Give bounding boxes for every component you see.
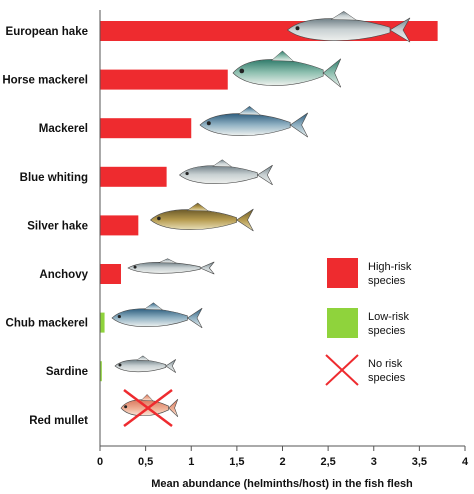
x-tick-label-3: 1,5: [229, 456, 244, 468]
silver-hake-fish-icon: [150, 202, 254, 232]
legend-entry-none: No risk species: [325, 354, 406, 386]
category-label-anchovy: Anchovy: [39, 269, 88, 281]
legend-entry-low: Low-risk species: [327, 308, 409, 338]
bar-blue-whiting: [100, 166, 167, 187]
x-tick-label-5: 2,5: [320, 456, 335, 468]
legend-label-none-line2: species: [368, 372, 406, 384]
category-label-mackerel: Mackerel: [39, 123, 88, 135]
legend-label-high-line1: High-risk: [368, 261, 412, 273]
x-tick-label-6: 3: [371, 456, 377, 468]
category-labels: European hake Horse mackerel Mackerel Blue …: [2, 26, 88, 427]
chub-mackerel-fish-icon: [111, 302, 203, 329]
sardine-fish-icon: [114, 355, 177, 373]
bar-horse-mackerel: [100, 69, 228, 90]
bar-mackerel: [100, 118, 192, 139]
category-label-blue-whiting: Blue whiting: [20, 172, 88, 184]
x-tick-label-2: 1: [188, 456, 194, 468]
bar-sardine: [100, 361, 102, 382]
category-label-red-mullet: Red mullet: [29, 415, 88, 427]
x-tick-label-7: 3,5: [412, 456, 427, 468]
x-tick-label-8: 4: [462, 456, 469, 468]
category-label-european-hake: European hake: [6, 26, 88, 38]
x-axis-title: Mean abundance (helminths/host) in the f…: [151, 478, 413, 490]
anchovy-fish-icon: [127, 258, 215, 275]
legend: High-risk species Low-risk species No risk sp…: [325, 258, 412, 386]
legend-label-none-line1: No risk: [368, 358, 403, 370]
category-label-horse-mackerel: Horse mackerel: [2, 75, 88, 87]
bar-chub-mackerel: [100, 312, 105, 333]
legend-entry-high: High-risk species: [327, 258, 412, 288]
legend-swatch-high: [327, 258, 358, 288]
x-tick-label-1: 0,5: [138, 456, 153, 468]
legend-swatch-low: [327, 308, 358, 338]
category-label-silver-hake: Silver hake: [27, 220, 88, 232]
no-risk-cross-icon: [123, 389, 173, 427]
legend-label-low-line2: species: [368, 325, 406, 337]
hake-fish-icon: [287, 10, 411, 43]
x-tick-label-0: 0: [97, 456, 103, 468]
x-axis: 0 0,5 1 1,5 2 2,5 3 3,5 4 Mean abundance (helmint…: [97, 10, 469, 490]
horse-mackerel-fish-icon: [232, 50, 342, 88]
bar-silver-hake: [100, 215, 139, 236]
fish-illustrations: [111, 10, 411, 427]
category-label-sardine: Sardine: [46, 366, 88, 378]
category-label-chub-mackerel: Chub mackerel: [6, 318, 88, 330]
red-mullet-fish-icon: [120, 394, 179, 418]
bar-anchovy: [100, 264, 121, 284]
legend-label-high-line2: species: [368, 275, 406, 287]
x-tick-label-4: 2: [279, 456, 285, 468]
legend-label-low-line1: Low-risk: [368, 311, 409, 323]
blue-whiting-fish-icon: [179, 159, 273, 186]
mackerel-fish-icon: [199, 105, 309, 138]
